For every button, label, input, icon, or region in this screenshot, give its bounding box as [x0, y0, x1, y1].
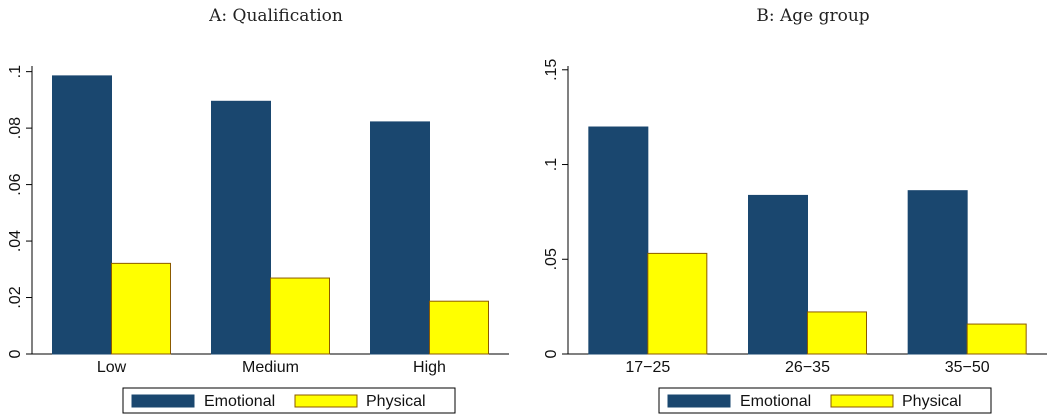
x-tick-label: Low: [97, 359, 127, 376]
x-tick-label: Medium: [242, 359, 299, 376]
bar-emotional-2: [211, 100, 271, 355]
bar-emotional-1: [588, 126, 649, 355]
x-tick-label: 35−50: [945, 359, 990, 376]
bar-physical-3: [966, 323, 1027, 355]
bar-physical-3: [429, 300, 489, 355]
bar-physical-1: [647, 252, 708, 355]
bar-emotional-3: [907, 190, 968, 355]
legend-label-emotional: Emotional: [204, 393, 275, 410]
bar-emotional-3: [370, 121, 430, 355]
y-tick-label: .02: [7, 286, 24, 308]
bar-physical-2: [270, 277, 330, 355]
legend-swatch-emotional: [667, 394, 731, 408]
legend-label-physical: Physical: [902, 393, 962, 410]
legend-swatch-emotional: [131, 394, 195, 408]
bar-physical-1: [111, 262, 171, 355]
bar-physical-2: [807, 311, 867, 355]
y-tick-label: .1: [7, 65, 24, 78]
bar-emotional-2: [748, 194, 808, 355]
chart-title: B: Age group: [756, 6, 869, 26]
y-tick-label: .08: [7, 117, 24, 139]
y-tick-label: .15: [543, 59, 560, 81]
panel-2: B: Age group 0 .05 .1 .15 17−25 26−35 35−50 Emot…: [543, 6, 1047, 414]
y-tick-label: .04: [7, 230, 24, 252]
legend-swatch-physical: [294, 394, 358, 408]
legend-label-emotional: Emotional: [740, 393, 811, 410]
y-tick-label: .1: [543, 158, 560, 171]
x-tick-label: High: [413, 359, 446, 376]
chart-title: A: Qualification: [208, 6, 343, 26]
y-tick-label: 0: [543, 349, 560, 358]
y-tick-label: .05: [543, 248, 560, 270]
bar-emotional-1: [52, 75, 112, 355]
legend-swatch-physical: [830, 394, 894, 408]
x-tick-label: 17−25: [625, 359, 670, 376]
panel-1: A: Qualification 0 .02 .04 .06 .08 .1 Low Medium…: [7, 6, 509, 414]
y-tick-label: .06: [7, 173, 24, 195]
legend-label-physical: Physical: [366, 393, 426, 410]
x-tick-label: 26−35: [785, 359, 830, 376]
y-tick-label: 0: [7, 349, 24, 358]
